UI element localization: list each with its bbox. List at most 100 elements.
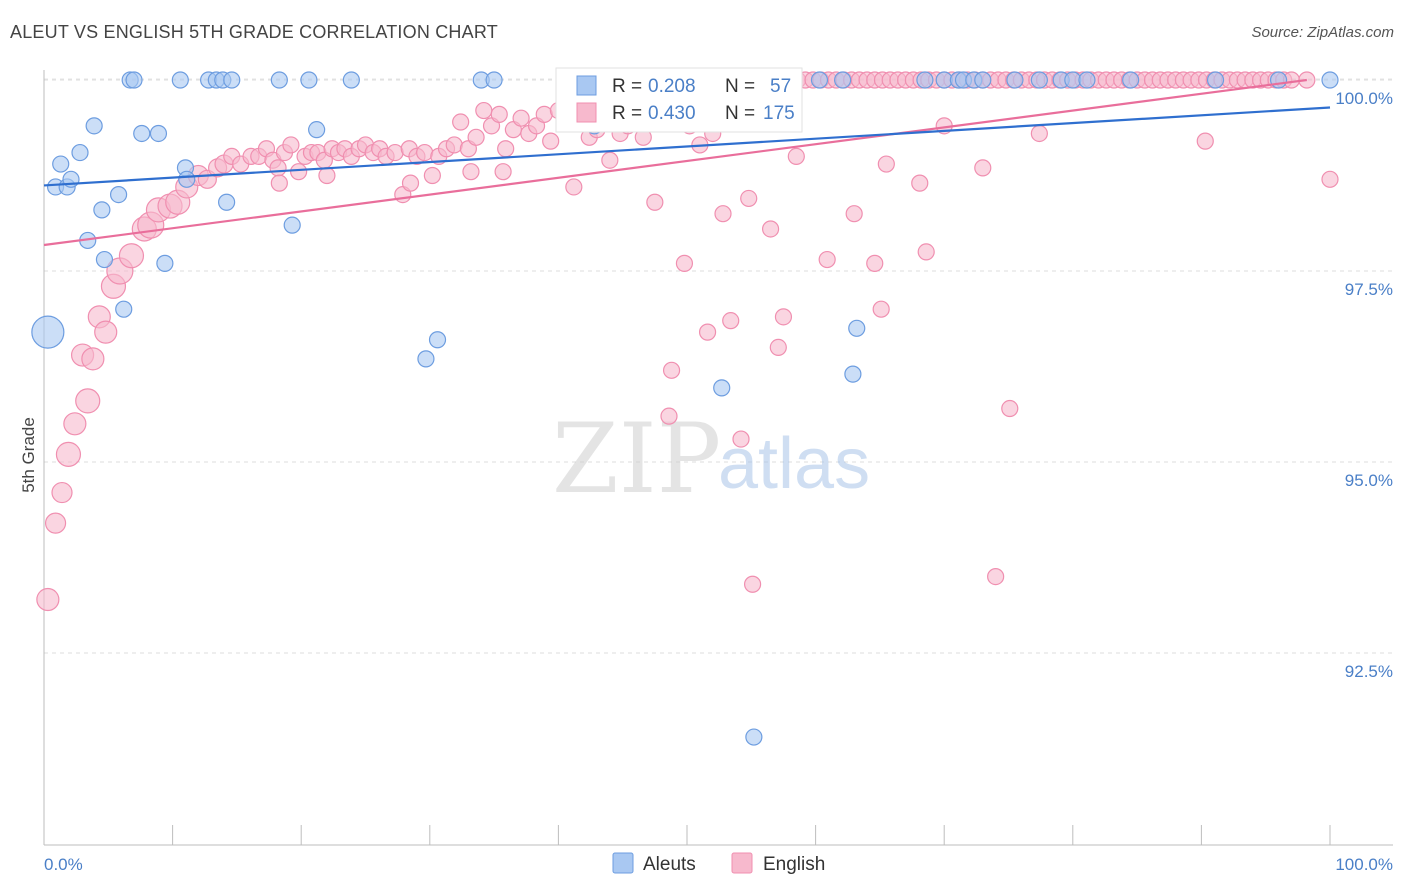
english-point xyxy=(81,347,105,371)
english-point xyxy=(714,205,732,223)
english-point xyxy=(75,388,101,414)
aleuts-point xyxy=(71,143,89,162)
aleuts-point xyxy=(428,331,447,349)
english-point xyxy=(270,174,288,192)
english-point xyxy=(494,163,512,181)
english-point xyxy=(911,174,929,192)
english-point xyxy=(917,243,935,261)
aleuts-point xyxy=(916,71,934,89)
english-point xyxy=(761,220,780,238)
source-credit: Source: ZipAtlas.com xyxy=(1251,24,1394,41)
english-point xyxy=(386,143,404,162)
y-tick-labels: 92.5% 95.0% 97.5% 100.0% xyxy=(1335,89,1393,681)
aleuts-point xyxy=(810,71,829,89)
english-point xyxy=(497,140,515,158)
y-tick-label: 95.0% xyxy=(1345,471,1393,490)
aleuts-point xyxy=(178,170,196,188)
aleuts-point xyxy=(133,124,151,143)
english-point xyxy=(445,136,463,154)
aleuts-point xyxy=(417,350,435,368)
english-point xyxy=(542,132,560,150)
stats-aleuts-r-value: 0.208 xyxy=(648,76,696,97)
aleuts-point xyxy=(1006,71,1024,89)
stats-english-r-value: 0.430 xyxy=(648,103,696,124)
english-point xyxy=(318,166,336,185)
english-point xyxy=(877,155,895,173)
aleuts-point xyxy=(85,117,103,135)
stats-swatch-aleuts xyxy=(576,75,597,96)
legend-swatch-english xyxy=(731,852,753,874)
english-point xyxy=(675,254,694,272)
english-point xyxy=(872,300,890,318)
english-point xyxy=(490,105,508,123)
y-tick-label: 100.0% xyxy=(1335,89,1393,108)
english-point xyxy=(467,128,485,146)
english-point xyxy=(1321,170,1339,188)
aleuts-point xyxy=(300,71,318,89)
aleuts-point xyxy=(308,121,326,139)
aleuts-point xyxy=(115,300,133,318)
watermark-zip: ZIP xyxy=(552,403,721,515)
english-point xyxy=(787,147,805,165)
english-point xyxy=(743,575,762,593)
aleuts-point xyxy=(1122,71,1140,89)
stats-english-n-value: 175 xyxy=(763,103,795,124)
trend-lines xyxy=(43,78,1331,247)
aleuts-trend-line xyxy=(43,106,1331,187)
aleuts-point xyxy=(1269,71,1288,89)
english-point xyxy=(401,174,420,192)
aleuts-point xyxy=(834,71,852,89)
english-point xyxy=(1030,124,1048,143)
axes xyxy=(43,70,1393,846)
english-point xyxy=(63,412,87,436)
aleuts-point xyxy=(844,365,862,383)
english-point xyxy=(722,312,740,330)
chart-title: ALEUT VS ENGLISH 5TH GRADE CORRELATION C… xyxy=(10,22,498,42)
english-trend-line xyxy=(43,78,1307,247)
english-point xyxy=(118,243,145,269)
aleuts-point xyxy=(283,216,301,234)
english-points xyxy=(36,71,1339,612)
stats-swatch-english xyxy=(576,102,597,123)
legend-swatch-aleuts xyxy=(612,852,634,874)
aleuts-point xyxy=(171,71,189,89)
aleuts-point xyxy=(745,728,763,746)
aleuts-point xyxy=(974,71,992,89)
english-point xyxy=(987,567,1005,586)
stats-aleuts-r-label: R = xyxy=(612,76,642,97)
aleuts-point xyxy=(156,254,174,272)
y-tick-label: 97.5% xyxy=(1345,280,1393,299)
y-axis-label: 5th Grade xyxy=(19,417,38,493)
english-point xyxy=(698,323,717,341)
english-point xyxy=(845,205,863,223)
x-tick-max: 100.0% xyxy=(1335,855,1393,874)
stats-box-frame xyxy=(555,67,803,133)
english-point xyxy=(512,109,530,127)
stats-aleuts-n-value: 57 xyxy=(770,76,791,97)
aleuts-point xyxy=(485,71,503,89)
english-point xyxy=(732,430,750,448)
aleuts-point xyxy=(218,193,236,211)
english-point xyxy=(269,159,287,177)
aleuts-point xyxy=(149,124,168,143)
english-point xyxy=(662,361,681,379)
y-tick-label: 92.5% xyxy=(1345,662,1393,681)
stats-aleuts-n-label: N = xyxy=(725,76,755,97)
english-point xyxy=(462,163,480,181)
english-point xyxy=(36,587,60,612)
english-point xyxy=(282,136,300,154)
aleuts-point xyxy=(270,71,288,89)
english-point xyxy=(423,166,441,185)
english-point xyxy=(535,105,553,123)
aleuts-point xyxy=(31,315,65,349)
stats-legend-box: R = 0.208 N = 57 R = 0.430 N = 175 xyxy=(555,67,803,133)
english-point xyxy=(475,101,493,120)
legend: Aleuts English xyxy=(612,852,825,875)
english-point xyxy=(51,481,73,504)
english-point xyxy=(646,193,664,211)
english-point xyxy=(740,189,758,208)
aleuts-point xyxy=(342,71,360,89)
legend-label-aleuts: Aleuts xyxy=(643,854,696,875)
aleuts-point xyxy=(109,186,128,204)
